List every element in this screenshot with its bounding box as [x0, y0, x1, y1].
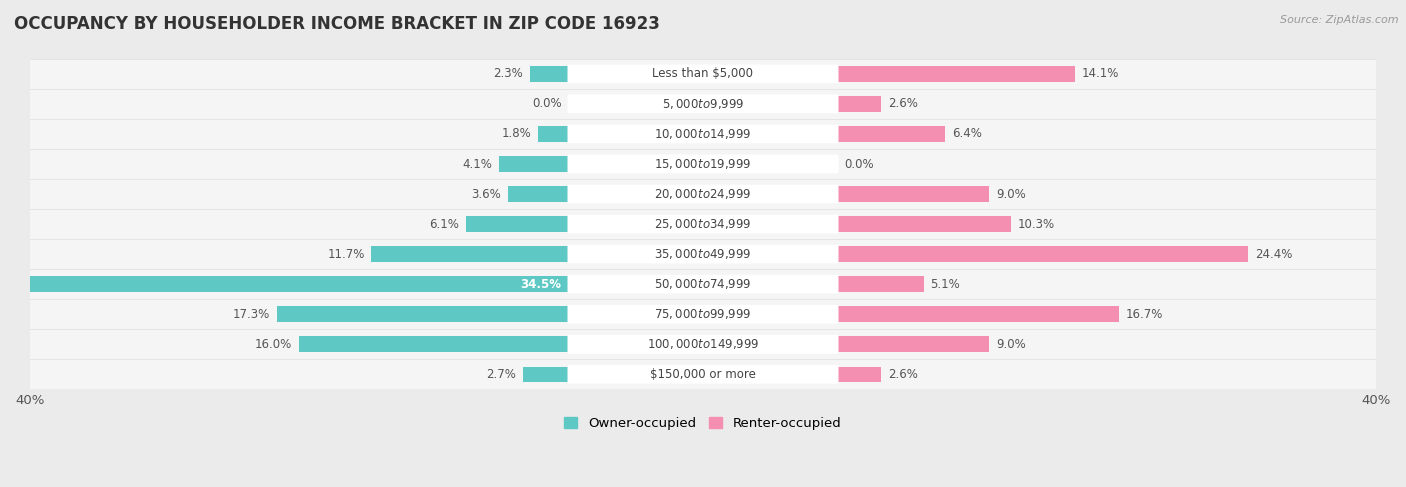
Text: 2.7%: 2.7%: [486, 368, 516, 381]
FancyBboxPatch shape: [568, 94, 838, 113]
Text: $25,000 to $34,999: $25,000 to $34,999: [654, 217, 752, 231]
Text: 0.0%: 0.0%: [845, 157, 875, 170]
Bar: [30, 299, 1376, 329]
Bar: [30, 329, 1376, 359]
Bar: [30, 89, 1376, 119]
Text: 24.4%: 24.4%: [1256, 248, 1292, 261]
Legend: Owner-occupied, Renter-occupied: Owner-occupied, Renter-occupied: [560, 412, 846, 436]
Bar: [30, 269, 1376, 299]
FancyBboxPatch shape: [568, 365, 838, 384]
Bar: [30, 209, 1376, 239]
Text: 34.5%: 34.5%: [520, 278, 561, 291]
Text: $150,000 or more: $150,000 or more: [650, 368, 756, 381]
Bar: [30, 59, 1376, 89]
Bar: [838, 216, 1011, 232]
Bar: [838, 277, 924, 292]
Text: 9.0%: 9.0%: [995, 338, 1025, 351]
Text: 0.0%: 0.0%: [531, 97, 561, 111]
Bar: [838, 246, 1249, 262]
Bar: [838, 367, 882, 382]
Text: $10,000 to $14,999: $10,000 to $14,999: [654, 127, 752, 141]
Bar: [499, 156, 568, 172]
Bar: [465, 216, 568, 232]
Text: OCCUPANCY BY HOUSEHOLDER INCOME BRACKET IN ZIP CODE 16923: OCCUPANCY BY HOUSEHOLDER INCOME BRACKET …: [14, 15, 659, 33]
Bar: [838, 66, 1076, 82]
FancyBboxPatch shape: [568, 65, 838, 83]
Text: 4.1%: 4.1%: [463, 157, 492, 170]
Text: $100,000 to $149,999: $100,000 to $149,999: [647, 337, 759, 351]
Bar: [0, 277, 568, 292]
FancyBboxPatch shape: [568, 305, 838, 323]
Text: 6.4%: 6.4%: [952, 128, 981, 140]
Text: 11.7%: 11.7%: [328, 248, 364, 261]
Text: Source: ZipAtlas.com: Source: ZipAtlas.com: [1281, 15, 1399, 25]
Text: 1.8%: 1.8%: [502, 128, 531, 140]
Text: 17.3%: 17.3%: [233, 308, 270, 321]
Bar: [838, 337, 990, 352]
FancyBboxPatch shape: [568, 215, 838, 233]
FancyBboxPatch shape: [568, 125, 838, 143]
Bar: [30, 149, 1376, 179]
Bar: [371, 246, 568, 262]
Text: Less than $5,000: Less than $5,000: [652, 67, 754, 80]
Bar: [30, 359, 1376, 390]
Bar: [838, 96, 882, 112]
Text: 16.0%: 16.0%: [254, 338, 292, 351]
Bar: [508, 186, 568, 202]
Text: $5,000 to $9,999: $5,000 to $9,999: [662, 97, 744, 111]
Text: 2.6%: 2.6%: [889, 97, 918, 111]
Text: $50,000 to $74,999: $50,000 to $74,999: [654, 277, 752, 291]
FancyBboxPatch shape: [568, 275, 838, 294]
Text: 9.0%: 9.0%: [995, 187, 1025, 201]
Bar: [299, 337, 568, 352]
Bar: [277, 306, 568, 322]
Bar: [30, 179, 1376, 209]
Text: 6.1%: 6.1%: [429, 218, 458, 231]
Text: 3.6%: 3.6%: [471, 187, 501, 201]
Text: 14.1%: 14.1%: [1081, 67, 1119, 80]
Bar: [30, 119, 1376, 149]
Text: $35,000 to $49,999: $35,000 to $49,999: [654, 247, 752, 261]
Bar: [838, 126, 945, 142]
Bar: [838, 186, 990, 202]
Text: $20,000 to $24,999: $20,000 to $24,999: [654, 187, 752, 201]
Text: $75,000 to $99,999: $75,000 to $99,999: [654, 307, 752, 321]
FancyBboxPatch shape: [568, 335, 838, 354]
Text: 5.1%: 5.1%: [931, 278, 960, 291]
Text: 16.7%: 16.7%: [1126, 308, 1163, 321]
Bar: [838, 306, 1119, 322]
FancyBboxPatch shape: [568, 185, 838, 204]
Text: 10.3%: 10.3%: [1018, 218, 1054, 231]
Bar: [538, 126, 568, 142]
Bar: [523, 367, 568, 382]
FancyBboxPatch shape: [568, 155, 838, 173]
FancyBboxPatch shape: [568, 245, 838, 263]
Text: 2.6%: 2.6%: [889, 368, 918, 381]
Bar: [530, 66, 568, 82]
Text: 2.3%: 2.3%: [494, 67, 523, 80]
Bar: [30, 239, 1376, 269]
Text: $15,000 to $19,999: $15,000 to $19,999: [654, 157, 752, 171]
